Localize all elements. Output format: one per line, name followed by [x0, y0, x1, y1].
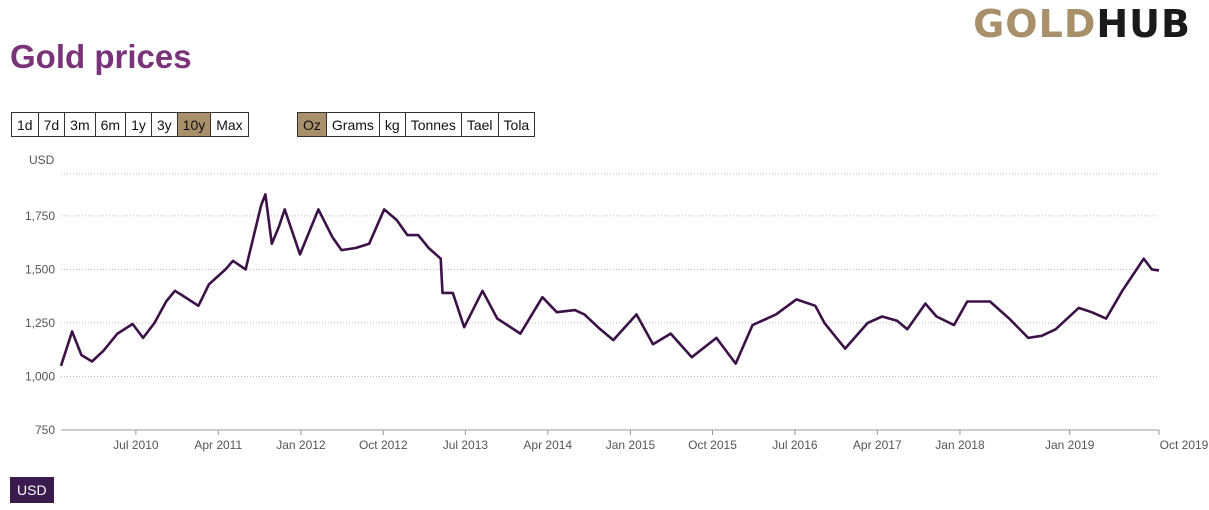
price-series-line: [59, 193, 1160, 367]
x-tick-label: Apr 2014: [523, 438, 572, 452]
gridlines: [61, 173, 1159, 431]
range-button-3y[interactable]: 3y: [151, 112, 178, 137]
unit-selector: Oz Grams kg Tonnes Tael Tola: [297, 112, 536, 137]
y-tick-label: 1,000: [25, 369, 55, 383]
x-tick-label: Jul 2010: [113, 438, 159, 452]
range-button-6m[interactable]: 6m: [95, 112, 127, 137]
currency-tag[interactable]: USD: [10, 477, 54, 503]
goldhub-logo: GOLDHUB: [973, 2, 1191, 46]
y-tick-label: 1,250: [25, 316, 55, 330]
range-button-1y[interactable]: 1y: [126, 112, 152, 137]
x-tick-label: Jul 2016: [772, 438, 818, 452]
x-tick-label: Oct 2012: [359, 438, 408, 452]
unit-button-oz[interactable]: Oz: [297, 112, 327, 137]
y-tick-label: 1,500: [25, 262, 55, 276]
x-tick-label: Jan 2019: [1045, 438, 1095, 452]
y-tick-label: 1,750: [25, 209, 55, 223]
x-tick-label: Jan 2012: [276, 438, 326, 452]
x-tick-label: Oct 2015: [688, 438, 737, 452]
range-button-max[interactable]: Max: [211, 112, 249, 137]
range-button-10y[interactable]: 10y: [177, 112, 212, 137]
x-axis-ticks: Jul 2010 Apr 2011 Jan 2012 Oct 2012 Jul 2013…: [113, 430, 1209, 452]
unit-button-tael[interactable]: Tael: [461, 112, 499, 137]
y-tick-label: 750: [35, 423, 55, 437]
y-axis-unit-label: USD: [29, 153, 55, 167]
page-title: Gold prices: [10, 38, 192, 75]
x-tick-label: Apr 2017: [853, 438, 902, 452]
x-tick-label: Oct 2019: [1160, 438, 1209, 452]
range-button-7d[interactable]: 7d: [38, 112, 66, 137]
x-tick-label: Jan 2018: [935, 438, 985, 452]
unit-button-grams[interactable]: Grams: [326, 112, 380, 137]
x-tick-label: Jan 2015: [606, 438, 656, 452]
unit-button-kg[interactable]: kg: [379, 112, 406, 137]
range-button-3m[interactable]: 3m: [65, 112, 96, 137]
unit-button-tola[interactable]: Tola: [498, 112, 536, 137]
unit-button-tonnes[interactable]: Tonnes: [405, 112, 462, 137]
range-button-1d[interactable]: 1d: [11, 112, 39, 137]
x-tick-label: Apr 2011: [194, 438, 242, 452]
time-range-selector: 1d 7d 3m 6m 1y 3y 10y Max: [11, 112, 249, 137]
x-tick-label: Jul 2013: [443, 438, 489, 452]
y-axis-ticks: 750 1,000 1,250 1,500 1,750: [25, 209, 55, 437]
